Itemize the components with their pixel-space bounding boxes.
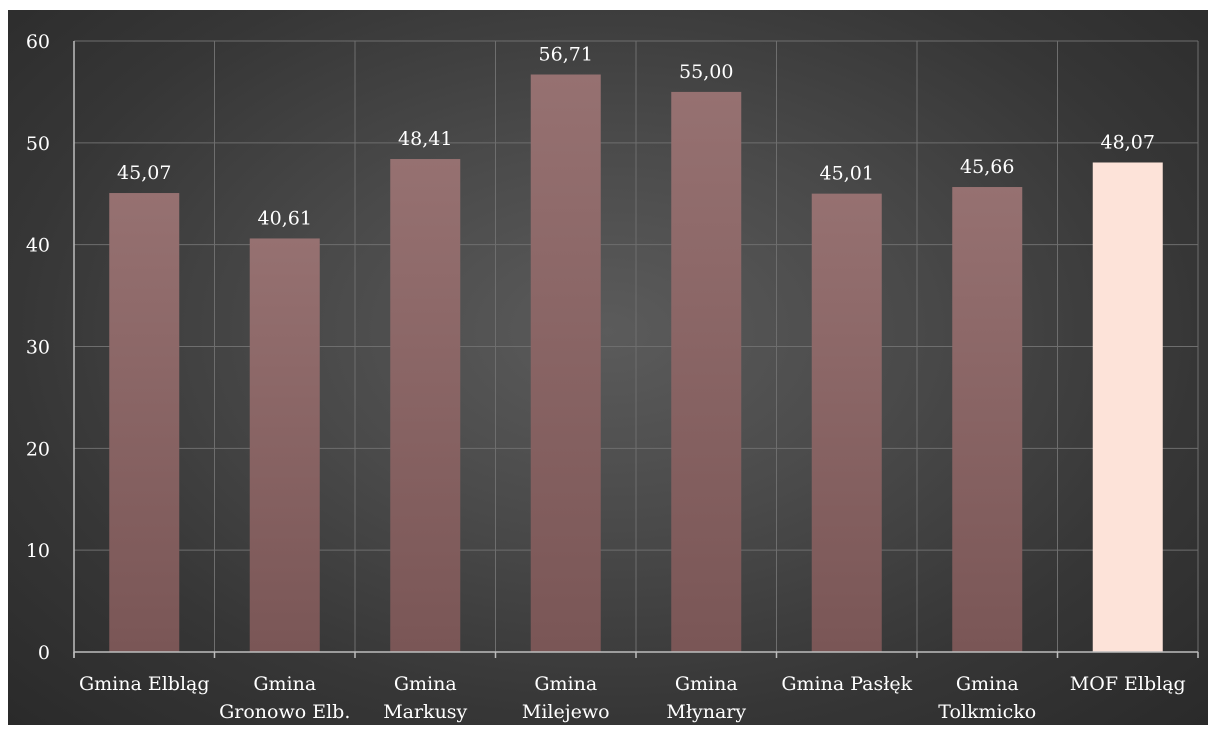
bar [671,91,742,652]
x-tick-label: Gmina [675,673,738,695]
data-label: 55,00 [679,61,733,83]
data-label: 48,07 [1101,131,1155,153]
y-tick-label: 20 [26,438,50,460]
y-tick-label: 10 [26,540,50,562]
data-label: 45,01 [820,163,874,185]
y-tick-label: 60 [26,31,50,53]
data-label: 45,66 [960,156,1014,178]
x-tick-label: Tolkmicko [938,701,1036,723]
y-tick-label: 0 [38,642,50,664]
data-label: 56,71 [539,44,593,66]
x-tick-label: Gmina [956,673,1019,695]
bars [109,74,1163,653]
bar [390,159,461,652]
bar [530,74,601,652]
y-tick-label: 40 [26,235,50,257]
x-tick-label: Młynary [666,701,746,723]
grid-lines [73,40,1199,652]
axes [73,41,1199,658]
bar [811,193,882,652]
data-label: 45,07 [117,162,171,184]
x-tick-label: Gmina [534,673,597,695]
bar [1092,162,1163,652]
x-tick-label: Gronowo Elb. [219,701,350,723]
x-tick-label: Gmina [253,673,316,695]
bar [249,238,320,652]
labels: 0 10 20 30 40 50 60 45,07 Gmina Elbląg 40,61 Gmina… [26,31,1186,723]
x-tick-label: Gmina Elbląg [79,673,210,695]
y-tick-label: 30 [26,337,50,359]
y-tick-label: 50 [26,133,50,155]
data-label: 40,61 [258,207,312,229]
x-tick-label: Markusy [383,701,467,723]
x-tick-label: Gmina [394,673,457,695]
bar [109,193,180,652]
x-tick-label: MOF Elbląg [1070,673,1186,695]
x-tick-label: Gmina Pasłęk [781,673,912,695]
x-tick-label: Milejewo [522,701,610,723]
bar [952,187,1023,653]
data-label: 48,41 [398,128,452,150]
